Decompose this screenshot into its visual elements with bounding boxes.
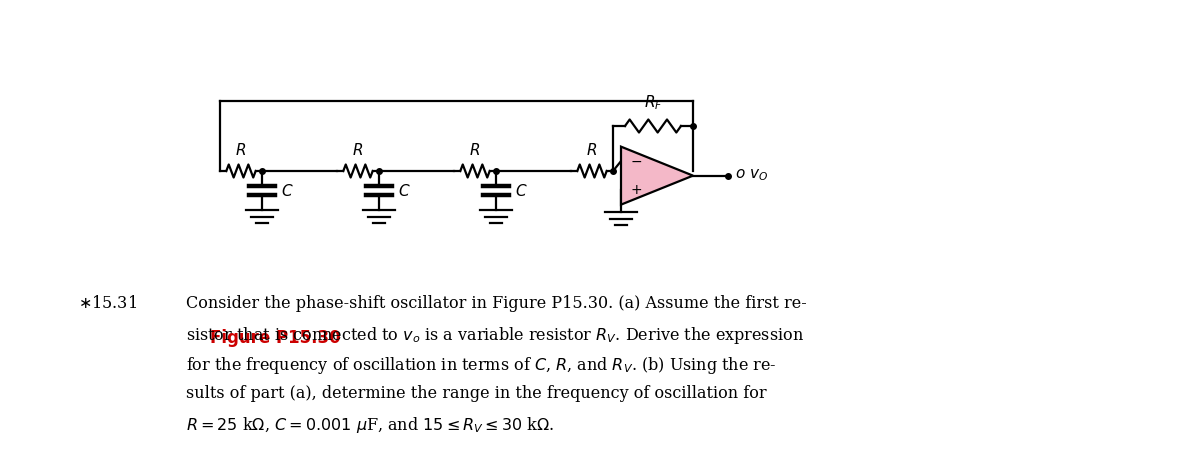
Text: $R$: $R$ bbox=[353, 142, 364, 158]
Text: Consider the phase-shift oscillator in Figure P15.30. (a) Assume the first re-: Consider the phase-shift oscillator in F… bbox=[186, 295, 806, 312]
Text: $R = 25$ k$\Omega$, $C = 0.001$ $\mu$F, and $15 \leq R_V \leq 30$ k$\Omega$.: $R = 25$ k$\Omega$, $C = 0.001$ $\mu$F, … bbox=[186, 415, 554, 435]
Text: $C$: $C$ bbox=[281, 182, 294, 198]
Text: for the frequency of oscillation in terms of $C$, $R$, and $R_V$. (b) Using the : for the frequency of oscillation in term… bbox=[186, 355, 776, 376]
Text: Figure P15.30: Figure P15.30 bbox=[210, 329, 341, 347]
Polygon shape bbox=[622, 147, 694, 205]
Text: $+$: $+$ bbox=[630, 183, 642, 197]
Text: $-$: $-$ bbox=[630, 154, 642, 168]
Text: $R$: $R$ bbox=[469, 142, 480, 158]
Text: sistor that is connected to $v_o$ is a variable resistor $R_V$. Derive the expre: sistor that is connected to $v_o$ is a v… bbox=[186, 325, 804, 346]
Text: $C$: $C$ bbox=[398, 182, 410, 198]
Text: $R_F$: $R_F$ bbox=[643, 93, 662, 112]
Text: sults of part (a), determine the range in the frequency of oscillation for: sults of part (a), determine the range i… bbox=[186, 385, 767, 402]
Text: $o\ v_O$: $o\ v_O$ bbox=[734, 168, 768, 183]
Text: $\ast$15.31: $\ast$15.31 bbox=[78, 295, 137, 312]
Text: $R$: $R$ bbox=[235, 142, 246, 158]
Text: $C$: $C$ bbox=[515, 182, 528, 198]
Text: $R$: $R$ bbox=[587, 142, 598, 158]
